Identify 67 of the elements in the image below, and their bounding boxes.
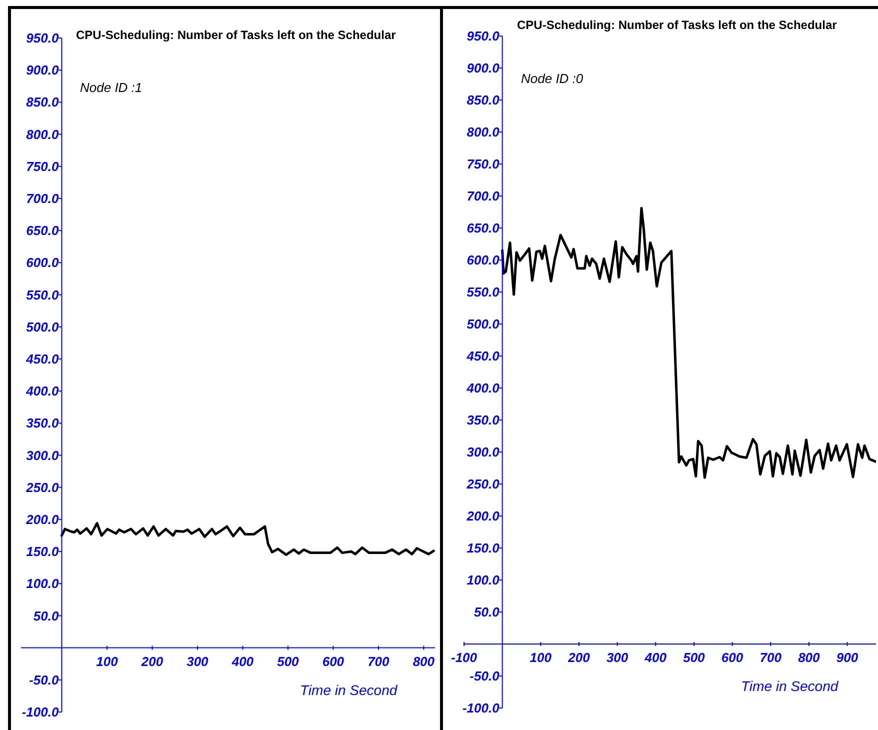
x-tick-label: 600 xyxy=(721,650,744,665)
y-tick-label: 450.0 xyxy=(25,352,60,366)
x-axis-title: Time in Second xyxy=(300,682,398,698)
y-tick-label: 950.0 xyxy=(466,28,500,44)
x-axis-title: Time in Second xyxy=(741,678,838,694)
y-tick-label: 100.0 xyxy=(466,572,500,588)
y-tick-label: 850.0 xyxy=(26,94,60,110)
y-tick-label: 300.0 xyxy=(26,448,60,463)
y-tick-label: -50.0 xyxy=(29,672,60,688)
y-tick-label: 750.0 xyxy=(26,158,60,174)
x-tick-label: 100 xyxy=(96,654,119,669)
y-tick-label: 450.0 xyxy=(466,348,500,364)
x-tick-label: 500 xyxy=(277,654,300,669)
x-tick-label: 600 xyxy=(322,654,345,669)
y-tick-label: 350.0 xyxy=(26,416,60,431)
y-tick-label: 700.0 xyxy=(466,188,500,204)
y-tick-label: 400.0 xyxy=(25,384,60,399)
y-tick-label: 250.0 xyxy=(25,480,60,495)
y-tick-label: 800.0 xyxy=(466,124,500,140)
x-tick-label: 700 xyxy=(368,654,390,669)
y-tick-label: 50.0 xyxy=(33,608,60,624)
annotation: Node ID :0 xyxy=(521,71,584,86)
x-tick-label: 700 xyxy=(760,650,782,665)
y-tick-label: 600.0 xyxy=(26,255,60,270)
y-tick-label: 950.0 xyxy=(26,30,60,46)
y-tick-label: 100.0 xyxy=(26,576,60,592)
y-tick-label: 850.0 xyxy=(466,92,500,108)
y-tick-label: 150.0 xyxy=(466,540,500,556)
y-tick-label: 900.0 xyxy=(466,60,500,76)
x-tick-label: 300 xyxy=(606,650,629,665)
y-tick-label: 800.0 xyxy=(26,126,60,142)
x-tick-label: 200 xyxy=(567,650,591,665)
y-tick-label: 700.0 xyxy=(26,191,60,206)
x-tick-label: 900 xyxy=(836,650,859,665)
chart-title: CPU-Scheduling: Number of Tasks left on the Schedular xyxy=(517,18,837,32)
y-tick-label: 650.0 xyxy=(26,223,60,238)
y-tick-label: 150.0 xyxy=(26,544,60,560)
y-tick-label: 500.0 xyxy=(26,319,60,334)
x-tick-label: 400 xyxy=(644,650,668,665)
x-tick-label: 400 xyxy=(230,654,254,669)
y-tick-label: 900.0 xyxy=(26,62,60,78)
y-tick-label: 250.0 xyxy=(466,476,500,492)
chart-title: CPU-Scheduling: Number of Tasks left on the Schedular xyxy=(76,28,396,42)
y-tick-label: 550.0 xyxy=(466,284,500,300)
y-tick-label: 650.0 xyxy=(466,220,500,236)
y-tick-label: 350.0 xyxy=(466,412,500,428)
y-tick-label: 400.0 xyxy=(466,380,500,396)
x-tick-label: 100 xyxy=(530,650,552,665)
y-tick-label: 600.0 xyxy=(466,252,500,268)
y-tick-label: 200.0 xyxy=(466,508,500,524)
y-tick-label: 200.0 xyxy=(25,512,60,527)
y-tick-label: 750.0 xyxy=(466,156,500,172)
y-tick-label: -100.0 xyxy=(22,704,60,720)
x-tick-label: 300 xyxy=(186,654,210,669)
y-tick-label: -100.0 xyxy=(462,700,500,716)
x-tick-label: 200 xyxy=(140,654,164,669)
x-tick-label: 800 xyxy=(798,650,821,665)
x-tick-label: 800 xyxy=(412,654,436,669)
line-series xyxy=(60,522,435,556)
y-tick-label: -50.0 xyxy=(470,668,500,684)
x-tick-label: -100 xyxy=(450,650,478,665)
annotation: Node ID :1 xyxy=(80,80,142,95)
x-tick-label: 500 xyxy=(683,650,706,665)
y-tick-label: 550.0 xyxy=(26,287,60,302)
y-tick-label: 300.0 xyxy=(466,444,500,460)
y-tick-label: 50.0 xyxy=(474,604,500,620)
y-tick-label: 500.0 xyxy=(466,316,500,332)
